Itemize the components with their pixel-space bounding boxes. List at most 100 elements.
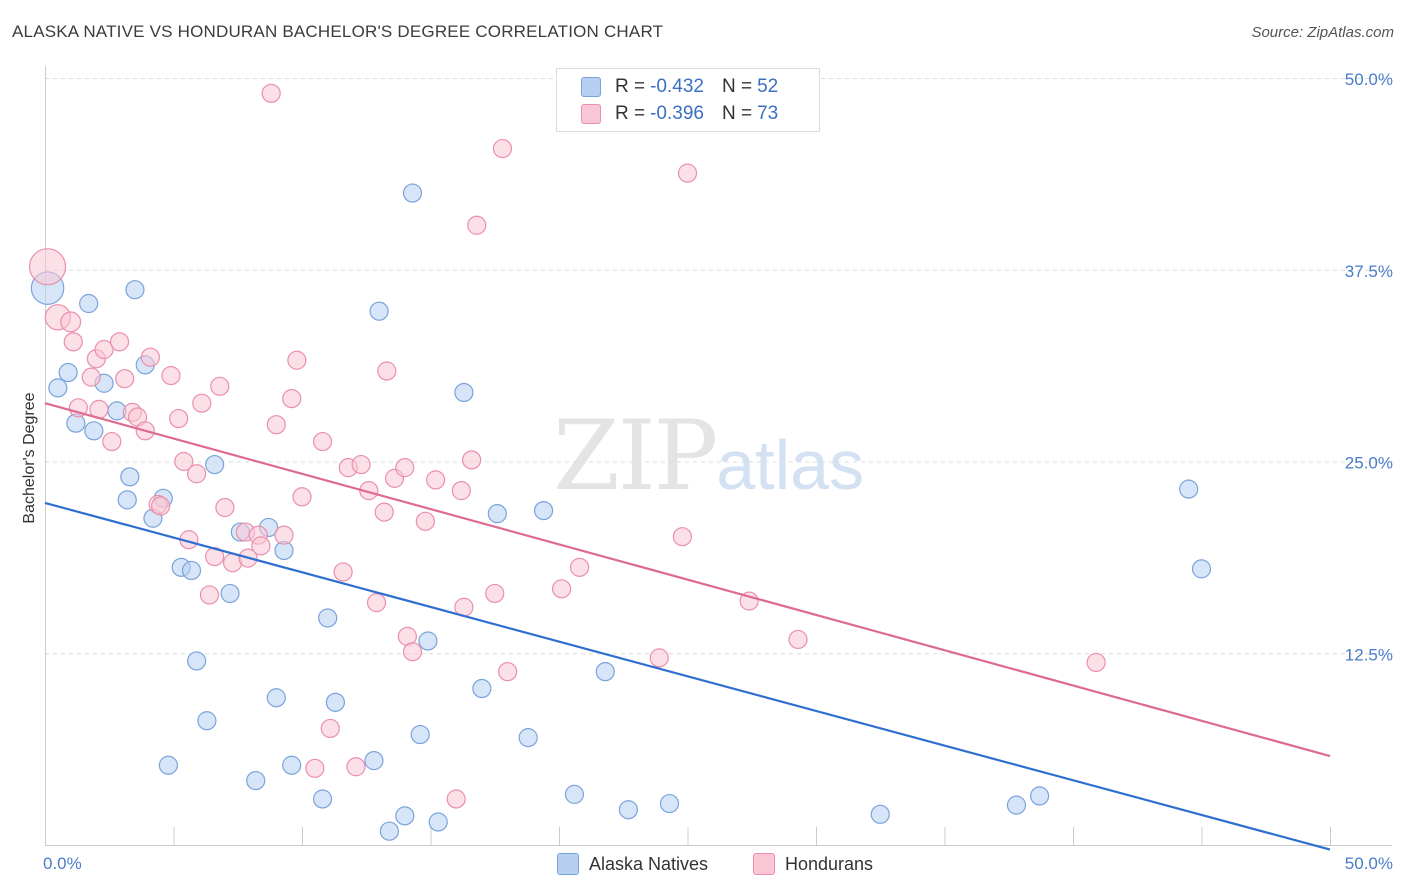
honduran-point	[282, 389, 302, 409]
legend-row-hondurans: R = -0.396 N = 73	[581, 102, 778, 126]
alaska-native-point	[58, 362, 78, 383]
honduran-point	[287, 350, 307, 370]
honduran-point	[187, 464, 207, 484]
honduran-point	[569, 557, 590, 577]
honduran-point	[485, 583, 505, 604]
alaska-native-point	[197, 711, 217, 731]
legend-r-value: -0.396	[650, 103, 704, 124]
alaska-native-point	[325, 692, 346, 712]
honduran-point	[366, 593, 387, 613]
alaska-native-point	[205, 454, 225, 475]
honduran-point	[451, 481, 471, 501]
alaska-native-trendline	[44, 501, 1331, 851]
alaska-native-point	[418, 631, 438, 651]
alaska-native-point	[125, 280, 145, 300]
alaska-native-point	[410, 724, 430, 745]
honduran-point	[402, 642, 423, 662]
alaska-native-point	[1179, 479, 1199, 499]
honduran-point	[333, 562, 353, 582]
honduran-point	[266, 415, 286, 435]
alaska-native-point	[1006, 795, 1027, 815]
bottom-legend-label: Hondurans	[785, 853, 874, 874]
honduran-point	[215, 497, 235, 518]
alaska-native-point	[518, 728, 538, 748]
honduran-point	[115, 369, 135, 389]
alaska-native-point	[379, 821, 399, 841]
alaska-native-point	[369, 301, 389, 321]
bottom-legend-label: Alaska Natives	[589, 853, 709, 874]
honduran-point	[68, 398, 89, 418]
y-axis-label: Bachelor's Degree	[21, 392, 38, 523]
x-tick-label: 50.0%	[1345, 854, 1393, 873]
honduran-point	[426, 470, 446, 490]
alaska-native-point	[1029, 786, 1050, 806]
legend-n-label: N =	[721, 76, 753, 97]
honduran-point	[102, 431, 122, 452]
legend-swatch-alaska-natives	[581, 77, 601, 97]
alaska-native-point	[318, 608, 338, 628]
honduran-point	[788, 629, 808, 650]
y-tick-label: 50.0%	[1345, 70, 1393, 89]
alaska-native-point	[266, 688, 286, 708]
chart-source: Source: ZipAtlas.com	[1251, 24, 1394, 41]
alaska-native-point	[1191, 559, 1212, 579]
honduran-point	[1086, 652, 1106, 673]
honduran-point	[374, 502, 394, 522]
honduran-point	[261, 83, 281, 103]
alaska-native-point	[395, 806, 415, 826]
alaska-native-point	[79, 293, 99, 314]
alaska-native-point	[181, 560, 202, 581]
watermark-zip: ZIP	[553, 400, 718, 512]
bottom-legend-alaska-natives[interactable]: Alaska Natives	[557, 852, 708, 876]
honduran-point	[161, 365, 181, 386]
alaska-native-point	[402, 183, 423, 203]
y-tick-label: 25.0%	[1345, 454, 1393, 473]
honduran-trendline	[44, 402, 1331, 758]
honduran-point	[210, 376, 230, 396]
legend-n-value: 73	[757, 103, 779, 124]
honduran-point	[109, 332, 130, 352]
bottom-legend-hondurans[interactable]: Hondurans	[753, 852, 873, 876]
alaska-native-point	[117, 490, 137, 510]
honduran-point	[192, 393, 212, 413]
honduran-point	[151, 496, 171, 516]
honduran-point	[415, 511, 435, 531]
honduran-point	[312, 431, 333, 452]
honduran-point	[60, 311, 82, 333]
alaska-native-point	[312, 789, 333, 809]
honduran-point	[63, 332, 83, 352]
honduran-point	[498, 662, 518, 682]
legend-r-label: R =	[615, 103, 646, 124]
alaska-native-point	[120, 467, 140, 487]
honduran-point	[28, 248, 67, 286]
y-tick-label: 12.5%	[1345, 645, 1393, 664]
y-tick-label: 37.5%	[1345, 262, 1393, 281]
legend-r-value: -0.432	[650, 76, 704, 97]
alaska-native-point	[220, 583, 240, 604]
honduran-point	[251, 536, 271, 556]
alaska-native-point	[533, 500, 554, 521]
honduran-point	[292, 487, 312, 507]
honduran-point	[672, 527, 692, 547]
honduran-point	[649, 648, 669, 668]
honduran-point	[739, 591, 759, 611]
honduran-point	[395, 458, 415, 478]
honduran-point	[81, 367, 101, 387]
alaska-native-point	[246, 770, 266, 791]
alaska-native-point	[364, 751, 384, 771]
bottom-legend-swatch-hondurans	[753, 853, 775, 875]
watermark: ZIPatlas	[553, 400, 864, 512]
honduran-point	[94, 339, 114, 360]
alaska-native-point	[618, 800, 638, 820]
alaska-native-point	[595, 662, 615, 682]
alaska-native-point	[564, 784, 585, 804]
alaska-native-point	[870, 804, 890, 824]
honduran-point	[677, 163, 698, 183]
alaska-native-point	[487, 504, 507, 524]
alaska-native-point	[282, 755, 302, 775]
alaska-native-point	[187, 651, 207, 671]
x-tick-label: 0.0%	[43, 854, 82, 873]
honduran-point	[446, 789, 466, 809]
alaska-native-point	[659, 793, 680, 814]
